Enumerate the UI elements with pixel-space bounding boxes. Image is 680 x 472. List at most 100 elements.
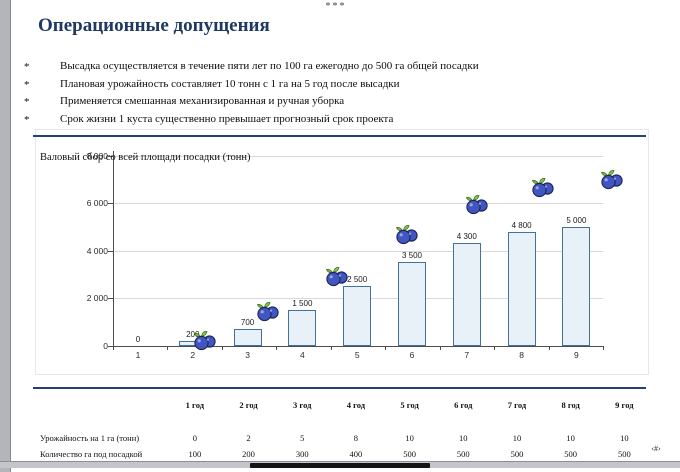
x-axis-tick <box>113 345 114 350</box>
bullet-item: * Высадка осуществляется в течение пяти л… <box>20 58 640 76</box>
bullet-text: Срок жизни 1 куста существенно превышает… <box>60 112 394 125</box>
bullet-text: Плановая урожайность составляет 10 тонн … <box>60 77 400 90</box>
table-cell: 400 <box>349 449 363 459</box>
bullet-marker: * <box>24 78 30 91</box>
y-axis-tick-label: 0 <box>103 340 108 351</box>
blueberry-icon <box>531 177 555 198</box>
bullet-text: Высадка осуществляется в течение пяти ле… <box>60 60 479 72</box>
slide-header-marker: *** <box>325 1 347 12</box>
bar-value-label: 1 500 <box>292 298 313 308</box>
x-axis-category-label: 9 <box>574 349 579 360</box>
x-axis-tick <box>276 345 278 350</box>
table-cell: 500 <box>456 449 470 459</box>
table-row: Урожайность на 1 га (тонн) 0 2 5 8 10 10 10 10 10 <box>40 433 652 443</box>
table-column-header: 6 год <box>454 400 473 410</box>
gridline <box>113 250 603 252</box>
table-cell: 500 <box>510 449 524 459</box>
x-axis-category-label: 3 <box>245 349 250 360</box>
table-column-header: 9 год <box>615 400 634 410</box>
table-cell: 10 <box>620 433 629 443</box>
x-axis-tick <box>603 345 604 350</box>
table-cell: 200 <box>242 449 255 459</box>
bullet-item: * Плановая урожайность составляет 10 тонн… <box>20 76 640 94</box>
table-column-header: 5 год <box>400 400 419 410</box>
x-axis-tick <box>167 345 169 350</box>
chart-title: Валовый сбор со всей площади посадки (то… <box>40 152 251 163</box>
table-cell: 500 <box>403 449 416 459</box>
table-cell: 10 <box>566 433 575 443</box>
bar-value-label: 3 500 <box>401 251 423 261</box>
table-row: Количество га под посадкой 100 200 300 400 50… <box>40 449 652 459</box>
table-cell: 300 <box>295 449 309 459</box>
table-cell: 2 <box>246 433 251 443</box>
bar-value-label: 200 <box>186 329 200 339</box>
bar-value-label: 4 800 <box>511 220 532 230</box>
bullet-marker: * <box>24 61 30 73</box>
divider-line-top <box>33 135 646 137</box>
blueberry-icon <box>395 224 419 245</box>
y-axis-tick-label: 6 000 <box>86 198 108 208</box>
blueberry-icon <box>325 266 349 287</box>
table-column-header: 1 год <box>185 400 204 410</box>
table-row-label: Количество га под посадкой <box>40 449 143 459</box>
table-column-header: 7 год <box>507 400 527 410</box>
blueberry-icon <box>256 301 280 322</box>
table-cell: 100 <box>188 449 202 459</box>
y-axis-tick-label: 4 000 <box>86 245 108 256</box>
table-cell: 10 <box>512 433 522 443</box>
x-axis-category-label: 5 <box>354 349 360 360</box>
y-axis-tick <box>108 155 114 157</box>
table-cell: 500 <box>564 449 578 459</box>
y-axis-tick <box>108 345 114 347</box>
x-axis-line <box>113 345 603 347</box>
blueberry-icon <box>465 194 489 215</box>
bar-value-label: 0 <box>135 334 141 344</box>
x-axis-category-label: 6 <box>409 349 415 360</box>
chart-frame <box>35 129 649 375</box>
x-axis-category-label: 1 <box>135 349 141 360</box>
bullet-item: * Срок жизни 1 куста существенно превышае… <box>20 111 640 129</box>
table-cell: 500 <box>617 449 631 459</box>
y-axis-tick <box>108 298 114 299</box>
x-axis-tick <box>494 345 496 350</box>
table-column-header: 4 год <box>346 400 366 410</box>
gridline <box>113 203 603 204</box>
bar <box>398 262 426 346</box>
bar <box>343 286 372 346</box>
divider-line-bottom <box>33 387 646 389</box>
x-axis-tick <box>221 345 223 350</box>
y-axis-tick-label: 2 000 <box>86 293 108 303</box>
table-header-row: 1 год 2 год 3 год 4 год 5 год 6 год 7 год 8 год… <box>40 400 652 410</box>
x-axis-category-label: 2 <box>190 349 196 360</box>
table-cell: 0 <box>192 433 197 443</box>
table-column-header: 8 год <box>561 400 580 410</box>
x-axis-tick <box>548 345 550 350</box>
bar-value-label: 2 500 <box>347 275 368 285</box>
table-cell: 10 <box>405 433 414 443</box>
bar <box>233 328 262 346</box>
bar <box>562 226 591 346</box>
page-number-placeholder: ‹#› <box>651 444 661 453</box>
bar <box>452 243 481 346</box>
bullet-marker: * <box>24 113 30 126</box>
x-axis-tick <box>385 345 387 350</box>
bullet-list: * Высадка осуществляется в течение пяти л… <box>20 58 640 128</box>
x-axis-category-label: 4 <box>300 349 305 360</box>
x-axis-tick <box>439 345 441 350</box>
bar <box>507 231 536 346</box>
window-left-gutter <box>0 0 11 472</box>
x-axis-category-label: 8 <box>519 349 524 360</box>
table-cell: 5 <box>300 433 305 443</box>
x-axis-category-label: 7 <box>464 349 470 360</box>
bar-value-label: 700 <box>240 317 255 327</box>
y-axis-tick <box>108 250 114 252</box>
table-cell: 8 <box>353 433 359 443</box>
blueberry-icon <box>600 169 624 190</box>
bar-value-label: 4 300 <box>456 232 477 242</box>
gridline <box>113 155 603 157</box>
scrollbar-thumb[interactable] <box>250 463 430 468</box>
bullet-marker: * <box>24 96 30 108</box>
table-column-header: 2 год <box>239 400 258 410</box>
